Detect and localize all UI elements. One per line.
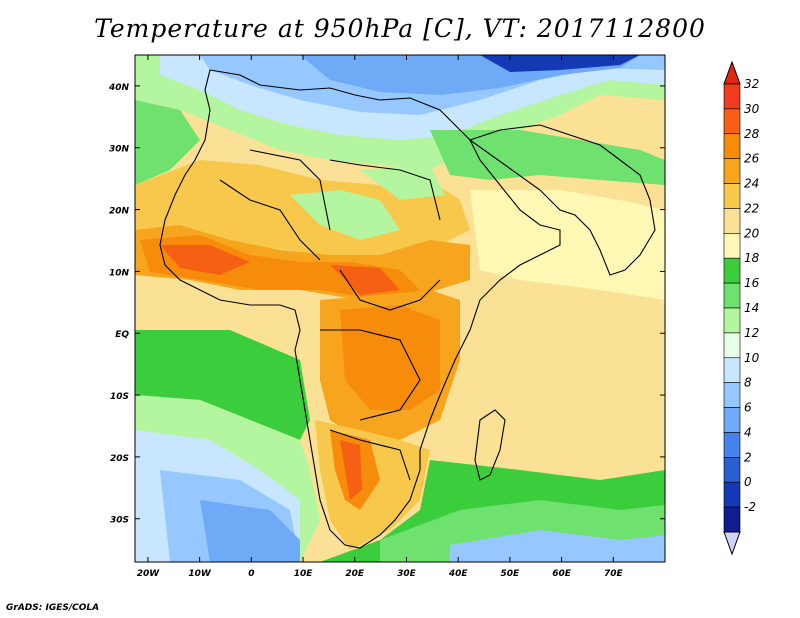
lon-label: 20E	[345, 569, 365, 579]
lon-label: 20W	[137, 569, 161, 579]
colorbar-swatch	[723, 208, 741, 234]
colorbar-swatch	[723, 133, 741, 159]
lon-label: 10W	[188, 569, 212, 579]
colorbar-swatch	[723, 506, 741, 533]
colorbar-swatch	[723, 457, 741, 483]
lat-label: 10S	[110, 392, 129, 402]
lon-label: 30E	[397, 569, 417, 579]
temperature-field	[135, 55, 665, 562]
map-title: Temperature at 950hPa [C], VT: 201711280…	[94, 14, 706, 43]
latitude-labels: 40N 30N 20N 10N EQ 10S 20S 30S	[108, 83, 130, 526]
colorbar-label: 14	[744, 301, 759, 315]
colorbar-swatch	[723, 83, 741, 110]
colorbar-label: 10	[744, 351, 760, 365]
plot-frame	[134, 54, 666, 563]
colorbar-label: 24	[744, 177, 759, 191]
colorbar-swatch	[723, 307, 741, 334]
lon-label: 40E	[448, 569, 469, 579]
longitude-labels: 20W 10W 0 10E 20E 30E 40E 50E 60E 70E	[137, 569, 624, 579]
colorbar-label: 20	[744, 226, 760, 240]
colorbar-label: 18	[744, 251, 760, 265]
colorbar-label: 30	[744, 102, 760, 116]
colorbar-label: 32	[744, 77, 759, 91]
colorbar-label: 26	[744, 152, 760, 166]
colorbar-swatch	[723, 282, 741, 309]
lon-label: 10E	[294, 569, 314, 579]
colorbar-label: -2	[744, 500, 756, 514]
axis-ticks	[135, 55, 665, 562]
colorbar-swatch	[723, 432, 741, 458]
lat-label: 10N	[109, 268, 130, 278]
lat-label: 30N	[109, 145, 130, 155]
colorbar-top-arrow	[723, 60, 741, 85]
colorbar-bottom-arrow	[723, 531, 741, 556]
coastlines	[159, 69, 656, 549]
credit-text: GrADS: IGES/COLA	[6, 603, 100, 613]
colorbar-label: 16	[744, 276, 760, 290]
colorbar-swatch	[723, 183, 741, 209]
lat-label: 20N	[109, 207, 130, 217]
colorbar-swatch	[723, 257, 741, 284]
colorbar-swatch	[723, 357, 741, 383]
lon-label: 50E	[501, 569, 521, 579]
colorbar-swatch	[723, 233, 741, 259]
lon-label: 0	[248, 569, 254, 579]
colorbar-swatch	[723, 481, 741, 508]
lon-label: 60E	[552, 569, 572, 579]
colorbar-swatch	[723, 108, 741, 135]
colorbar-swatch	[723, 158, 741, 184]
colorbar-label: 2	[744, 450, 752, 464]
colorbar-label: 12	[744, 326, 759, 340]
colorbar-swatch	[723, 382, 741, 408]
colorbar-label: 6	[744, 401, 752, 415]
lat-label: 40N	[108, 83, 130, 93]
colorbar-label: 28	[744, 127, 760, 141]
lat-label: 30S	[110, 516, 129, 526]
colorbar-label: 22	[744, 201, 759, 215]
colorbar-label: 0	[744, 475, 752, 489]
colorbar-label: 8	[744, 376, 752, 390]
colorbar-label: 4	[744, 425, 752, 439]
colorbar-swatch	[723, 332, 741, 359]
lon-label: 70E	[604, 569, 624, 579]
lat-label: EQ	[115, 330, 129, 340]
lat-label: 20S	[110, 454, 129, 464]
colorbar-swatch	[723, 407, 741, 433]
